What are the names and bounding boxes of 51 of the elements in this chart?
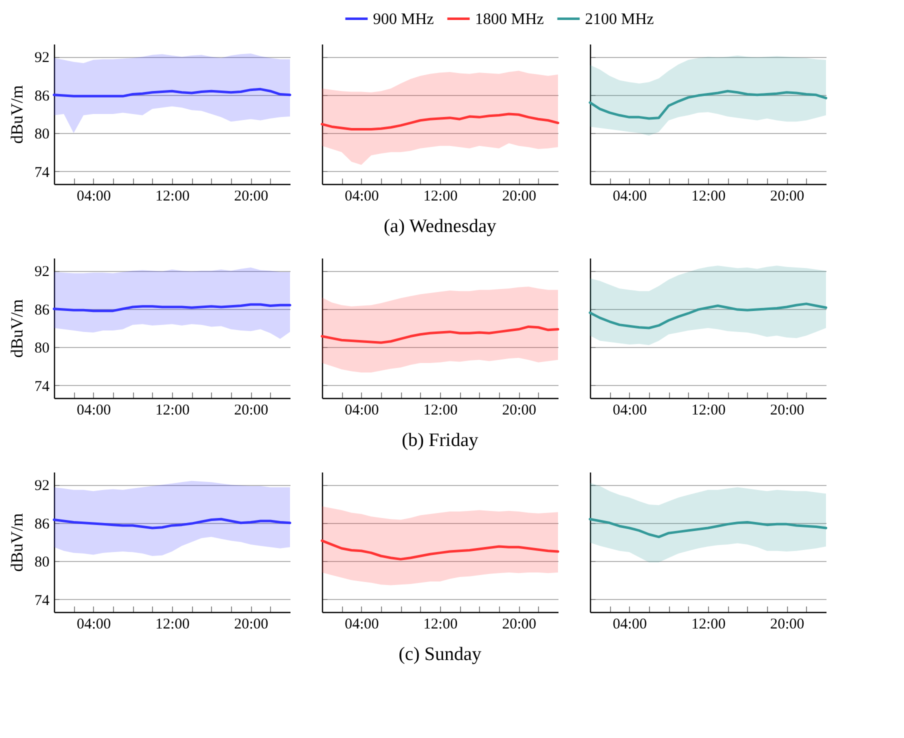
y-tick-label: 92 <box>34 478 50 494</box>
x-tick-label: 12:00 <box>423 616 458 632</box>
x-tick-label: 04:00 <box>76 402 111 418</box>
x-tick-label: 04:00 <box>612 402 647 418</box>
x-tick-label: 04:00 <box>76 616 111 632</box>
text: (c) Sunday <box>398 644 482 665</box>
legend-label: 1800 MHz <box>475 10 544 28</box>
x-tick-label: 12:00 <box>691 188 726 204</box>
x-tick-label: 12:00 <box>155 402 190 418</box>
x-tick-label: 04:00 <box>344 616 379 632</box>
x-tick-label: 20:00 <box>234 616 268 632</box>
line-series <box>52 303 292 312</box>
legend-label: 2100 MHz <box>585 10 654 28</box>
x-tick-label: 20:00 <box>502 402 536 418</box>
x-tick-label: 20:00 <box>502 616 536 632</box>
x-tick-label: 12:00 <box>423 188 458 204</box>
line-series <box>52 518 292 530</box>
x-tick-label: 04:00 <box>612 188 647 204</box>
y-tick-label: 92 <box>34 50 50 66</box>
y-tick-label: 86 <box>34 88 50 104</box>
y-tick-label: 74 <box>34 592 50 609</box>
x-tick-label: 04:00 <box>344 188 379 204</box>
y-tick-label: 80 <box>34 554 50 571</box>
x-tick-label: 20:00 <box>502 188 536 204</box>
x-tick-label: 04:00 <box>344 402 379 418</box>
y-tick-label: 80 <box>34 126 50 143</box>
y-axis-title: dBuV/m <box>8 85 26 144</box>
y-tick-label: 74 <box>34 378 50 395</box>
x-tick-label: 04:00 <box>612 616 647 632</box>
x-tick-label: 20:00 <box>770 616 804 632</box>
text: (b) Friday <box>402 430 479 451</box>
x-tick-label: 20:00 <box>770 402 804 418</box>
x-tick-label: 20:00 <box>770 188 804 204</box>
y-tick-label: 80 <box>34 340 50 357</box>
x-tick-label: 12:00 <box>155 188 190 204</box>
y-tick-label: 92 <box>34 264 50 280</box>
y-tick-label: 74 <box>34 164 50 181</box>
x-tick-label: 20:00 <box>234 402 268 418</box>
y-tick-label: 86 <box>34 302 50 318</box>
x-tick-label: 12:00 <box>691 402 726 418</box>
x-tick-label: 12:00 <box>691 616 726 632</box>
x-tick-label: 20:00 <box>234 188 268 204</box>
x-tick-label: 12:00 <box>423 402 458 418</box>
y-tick-label: 86 <box>34 516 50 532</box>
line-series <box>52 88 292 98</box>
y-axis-title: dBuV/m <box>8 513 26 572</box>
legend-label: 900 MHz <box>373 10 434 28</box>
x-tick-label: 04:00 <box>76 188 111 204</box>
y-axis-title: dBuV/m <box>8 299 26 358</box>
x-tick-label: 12:00 <box>155 616 190 632</box>
text: (a) Wednesday <box>384 216 497 237</box>
